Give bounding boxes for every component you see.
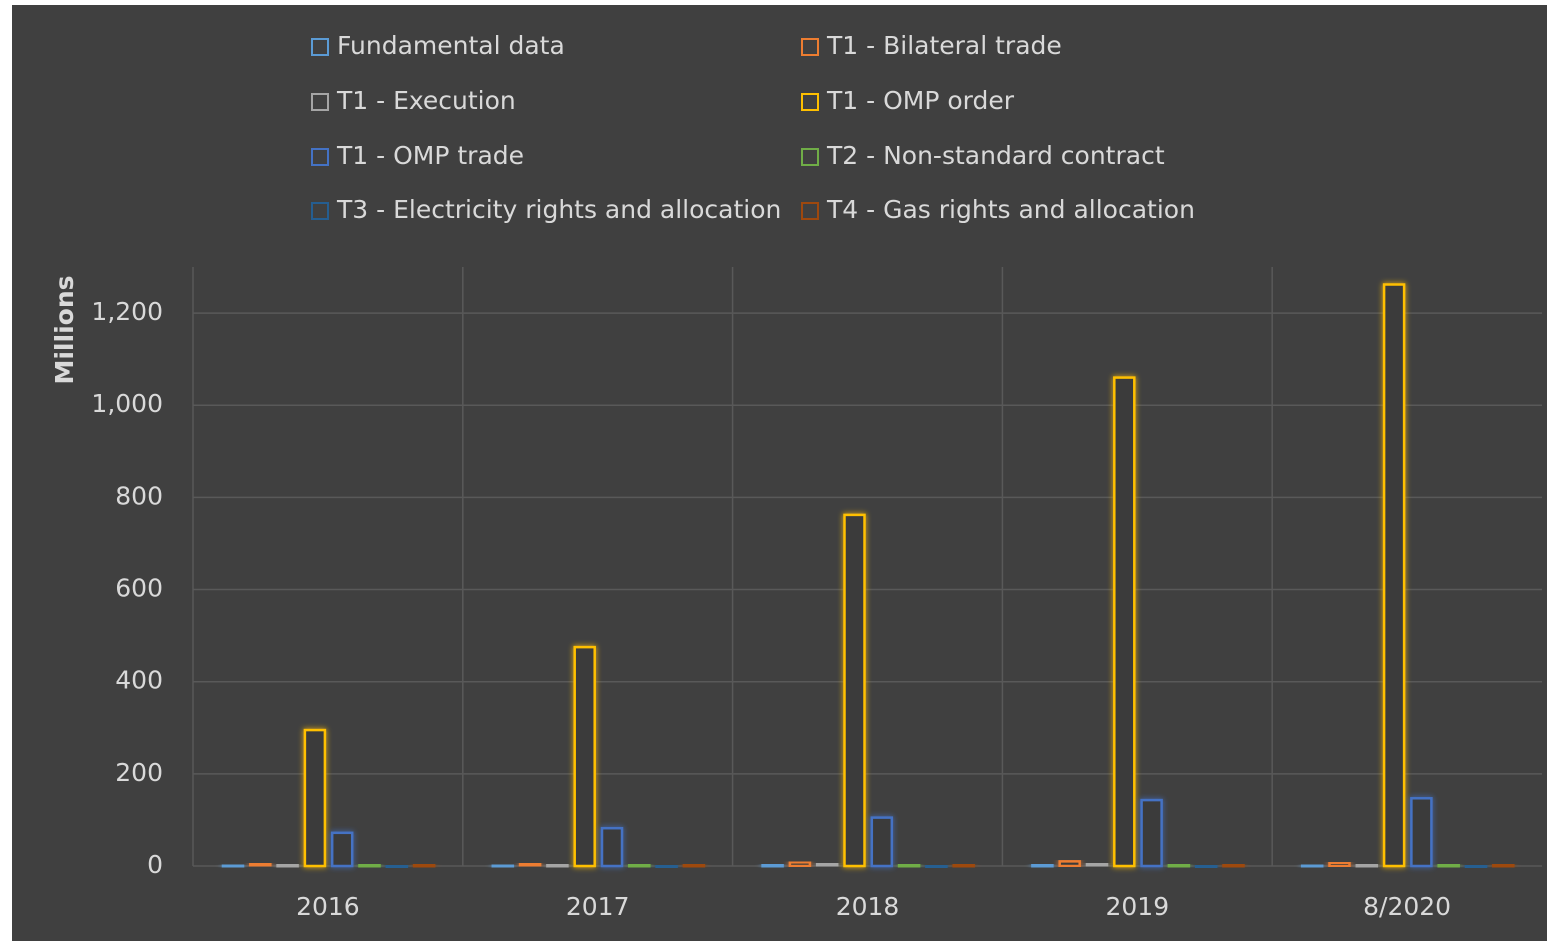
bar (330, 831, 354, 868)
legend-label: T1 - Bilateral trade (826, 31, 1062, 60)
bar (1464, 864, 1488, 869)
legend-swatch (801, 38, 819, 56)
bar (925, 864, 948, 869)
bar (628, 863, 651, 868)
bar (843, 513, 866, 868)
y-tick-label: 600 (115, 574, 163, 603)
y-tick-label: 1,000 (91, 389, 163, 418)
legend-swatch (801, 93, 819, 111)
legend-swatch (801, 202, 819, 220)
y-axis-title: Millions (50, 275, 79, 384)
bar (815, 862, 839, 868)
bar (682, 863, 706, 868)
bar (600, 826, 624, 868)
bar (276, 863, 299, 868)
chart-background (12, 5, 1547, 941)
bar (491, 863, 515, 869)
legend-label: T1 - OMP order (826, 86, 1015, 115)
legend-swatch (311, 202, 329, 220)
x-tick-label: 2016 (296, 892, 360, 921)
bar (249, 862, 272, 868)
bar (1410, 797, 1433, 868)
x-tick-label: 2018 (836, 892, 900, 921)
legend-label: T3 - Electricity rights and allocation (336, 195, 781, 224)
x-tick-label: 8/2020 (1363, 892, 1451, 921)
bar (952, 863, 975, 868)
bar (303, 728, 327, 868)
bar (655, 864, 678, 869)
bar (1031, 863, 1054, 868)
bar (518, 862, 542, 868)
bar (788, 861, 812, 868)
bar (1085, 862, 1109, 868)
legend-label: T1 - Execution (336, 86, 516, 115)
bar (358, 863, 381, 868)
bar (1140, 798, 1163, 868)
bar (1113, 376, 1136, 868)
x-tick-label: 2019 (1105, 892, 1169, 921)
x-tick-label: 2017 (566, 892, 630, 921)
bar (1167, 863, 1191, 868)
bar (573, 645, 596, 868)
bar (1328, 861, 1351, 868)
bar (1355, 863, 1379, 868)
bar (1194, 864, 1218, 869)
legend-swatch (311, 38, 329, 56)
bar (412, 863, 436, 868)
y-tick-label: 800 (115, 481, 163, 510)
bar (1222, 863, 1245, 868)
y-tick-label: 1,200 (91, 297, 163, 326)
bar (1492, 863, 1515, 868)
bar (897, 863, 921, 868)
bar (761, 863, 784, 868)
bar (1300, 863, 1324, 869)
legend-swatch (311, 148, 329, 166)
legend-label: Fundamental data (337, 31, 565, 60)
bar (1058, 860, 1081, 868)
legend-label: T2 - Non-standard contract (826, 141, 1165, 170)
legend-swatch (801, 148, 819, 166)
bar (385, 864, 409, 869)
legend-label: T4 - Gas rights and allocation (826, 195, 1195, 224)
y-tick-label: 400 (115, 666, 163, 695)
bar (546, 863, 569, 868)
y-tick-label: 200 (115, 758, 163, 787)
legend-label: T1 - OMP trade (336, 141, 524, 170)
bar (1437, 863, 1460, 868)
y-tick-label: 0 (147, 850, 163, 879)
legend-swatch (311, 93, 329, 111)
bar (221, 863, 245, 869)
bar (1382, 283, 1406, 868)
bar (870, 816, 894, 868)
